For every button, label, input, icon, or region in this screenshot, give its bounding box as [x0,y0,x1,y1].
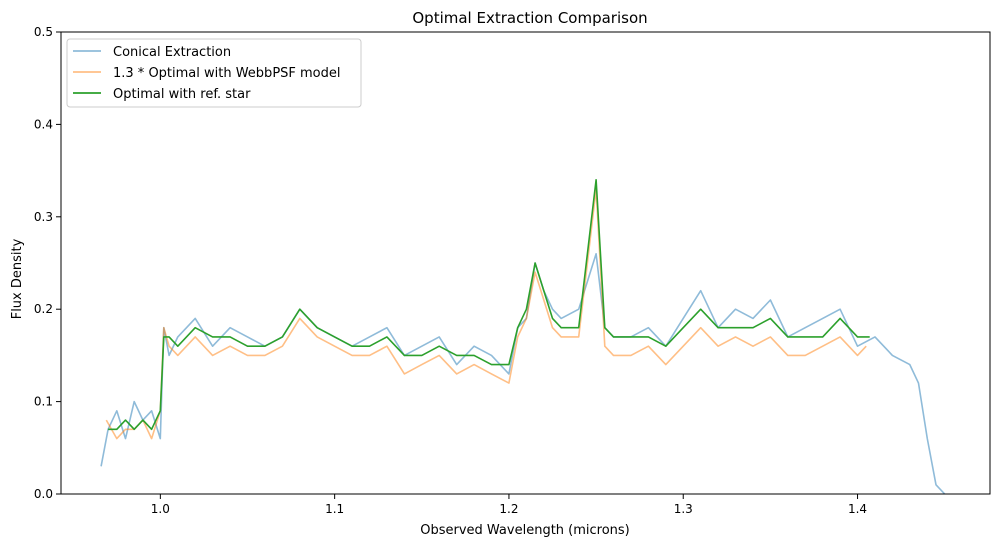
series-layer [100,179,946,494]
y-axis: 0.0 0.1 0.2 0.3 0.4 0.5 [34,25,61,501]
series-line-1 [105,188,867,440]
y-tick-label: 0.5 [34,25,53,39]
series-line-2 [108,179,870,431]
chart-title: Optimal Extraction Comparison [412,9,647,27]
x-tick-label: 1.0 [151,502,170,516]
axes-frame [60,31,991,495]
plot-area [60,31,991,495]
legend-label-conical: Conical Extraction [113,45,231,60]
x-tick-label: 1.2 [499,502,518,516]
x-tick-label: 1.3 [674,502,693,516]
y-tick-label: 0.3 [34,210,53,224]
y-tick-label: 0.1 [34,395,53,409]
x-tick-label: 1.4 [848,502,867,516]
legend-label-refstar: Optimal with ref. star [113,87,251,102]
legend: Conical Extraction 1.3 * Optimal with We… [66,38,362,108]
y-tick-label: 0.4 [34,117,53,131]
x-tick-label: 1.1 [325,502,344,516]
y-tick-label: 0.2 [34,302,53,316]
x-axis: 1.0 1.1 1.2 1.3 1.4 [151,494,867,516]
y-tick-label: 0.0 [34,487,53,501]
legend-box [66,38,362,108]
x-axis-label: Observed Wavelength (microns) [420,523,630,538]
legend-label-webbpsf: 1.3 * Optimal with WebbPSF model [113,66,341,81]
plot-background [61,32,990,494]
y-axis-label: Flux Density [10,238,25,319]
